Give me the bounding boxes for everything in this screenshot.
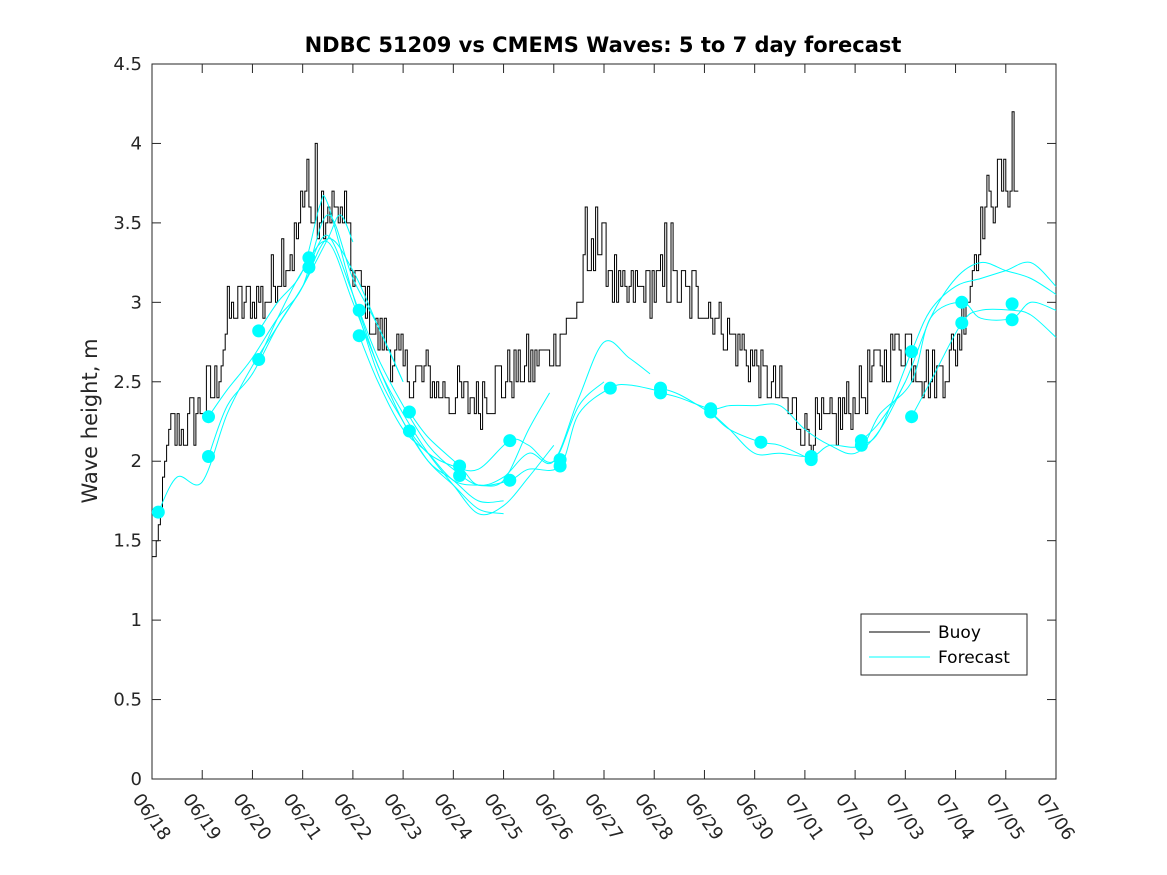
forecast-marker-layer [151, 251, 1019, 519]
y-tick-label: 1.5 [113, 531, 142, 552]
forecast-marker [905, 345, 919, 359]
forecast-line [710, 301, 1057, 458]
forecast-marker [603, 381, 617, 395]
forecast-line [911, 308, 1057, 417]
forecast-marker [202, 450, 215, 463]
legend: Buoy Forecast [860, 613, 1028, 676]
forecast-marker [402, 405, 416, 419]
forecast-marker [503, 434, 517, 448]
y-tick-label: 3 [131, 292, 142, 313]
forecast-marker [352, 329, 366, 343]
y-tick-label: 0 [131, 769, 142, 790]
forecast-marker [704, 402, 718, 416]
forecast-marker [754, 435, 768, 449]
buoy-layer [152, 111, 1019, 558]
forecast-marker [1005, 313, 1019, 327]
y-tick-label: 4 [131, 133, 142, 154]
forecast-line [358, 310, 651, 486]
forecast-marker [503, 473, 517, 487]
y-axis-label: Wave height, m [78, 338, 102, 503]
forecast-marker [202, 410, 215, 424]
y-tick-label: 0.5 [113, 690, 142, 711]
forecast-line [408, 383, 661, 487]
forecast-marker [402, 424, 416, 438]
forecast-layer [157, 195, 1057, 516]
forecast-marker [905, 410, 919, 424]
forecast-marker [654, 381, 667, 395]
y-tick-label: 2.5 [113, 372, 142, 393]
forecast-line [861, 261, 1057, 441]
forecast-line [208, 214, 404, 417]
chart-title: NDBC 51209 vs CMEMS Waves: 5 to 7 day fo… [305, 33, 902, 57]
forecast-marker [352, 303, 366, 317]
y-tick-label: 3.5 [113, 213, 142, 234]
forecast-marker [955, 316, 969, 330]
forecast-marker [553, 453, 567, 467]
legend-box [860, 613, 1028, 676]
buoy-line [152, 111, 1019, 558]
forecast-marker [854, 434, 868, 448]
y-tick-label: 4.5 [113, 54, 142, 75]
forecast-marker [1005, 297, 1019, 311]
forecast-marker [453, 469, 467, 482]
forecast-marker [252, 353, 266, 366]
legend-forecast-label: Forecast [938, 648, 1010, 668]
forecast-marker [453, 459, 467, 473]
forecast-marker [804, 450, 818, 463]
legend-buoy-label: Buoy [938, 623, 981, 643]
forecast-line [861, 261, 1057, 446]
forecast-marker [955, 295, 969, 309]
y-tick-label: 2 [131, 451, 142, 472]
forecast-line [358, 335, 551, 487]
forecast-marker [302, 251, 316, 265]
y-tick-label: 1 [131, 610, 142, 631]
forecast-marker [302, 260, 316, 274]
forecast-marker [151, 505, 165, 519]
forecast-marker [252, 324, 266, 338]
